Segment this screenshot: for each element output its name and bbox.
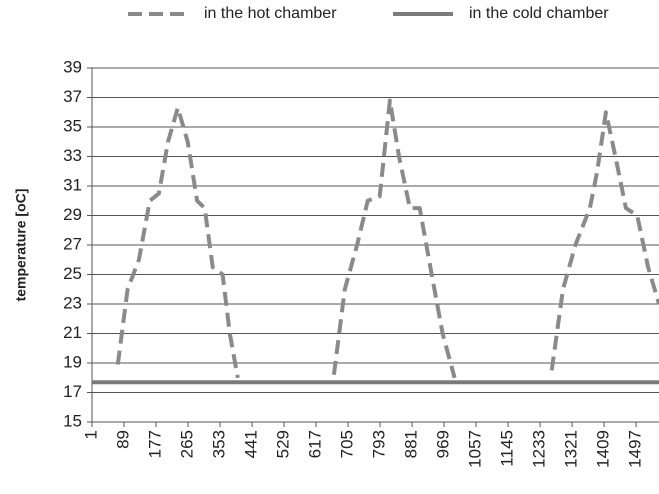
x-tick-label: 1145 xyxy=(498,430,517,467)
x-tick-label: 617 xyxy=(306,430,325,458)
x-tick-label: 177 xyxy=(145,430,164,458)
x-tick-label: 265 xyxy=(177,430,196,458)
x-tick-label: 1321 xyxy=(562,430,581,468)
x-tick-label: 1497 xyxy=(626,430,645,468)
x-tick-label: 353 xyxy=(210,430,229,458)
y-tick-label: 15 xyxy=(63,411,82,430)
y-tick-label: 29 xyxy=(63,205,82,224)
x-tick-label: 1 xyxy=(81,430,100,439)
x-tick-label: 1233 xyxy=(530,430,549,468)
y-axis-label: temperature [oC] xyxy=(13,189,29,302)
y-tick-label: 33 xyxy=(63,146,82,165)
y-tick-label: 35 xyxy=(63,116,82,135)
x-tick-label: 705 xyxy=(338,430,357,458)
x-tick-label: 881 xyxy=(402,430,421,458)
legend-label: in the hot chamber xyxy=(204,5,337,22)
x-tick-label: 89 xyxy=(113,430,132,449)
x-tick-label: 1057 xyxy=(466,430,485,468)
legend: in the hot chamber in the cold chamber xyxy=(128,5,609,22)
x-tick-label: 441 xyxy=(242,430,261,458)
y-tick-label: 31 xyxy=(63,175,82,194)
y-tick-label: 19 xyxy=(63,352,82,371)
x-tick-label: 793 xyxy=(370,430,389,458)
data-line xyxy=(115,98,659,379)
y-tick-label: 21 xyxy=(63,323,82,342)
y-tick-label: 17 xyxy=(63,382,82,401)
y-tick-label: 39 xyxy=(63,57,82,76)
y-tick-label: 23 xyxy=(63,293,82,312)
x-tick-label: 1409 xyxy=(594,430,613,468)
legend-label: in the cold chamber xyxy=(469,5,609,22)
x-tick-label: 969 xyxy=(434,430,453,458)
y-tick-label: 37 xyxy=(63,87,82,106)
y-tick-label: 27 xyxy=(63,234,82,253)
x-tick-label: 529 xyxy=(274,430,293,458)
y-tick-label: 25 xyxy=(63,264,82,283)
